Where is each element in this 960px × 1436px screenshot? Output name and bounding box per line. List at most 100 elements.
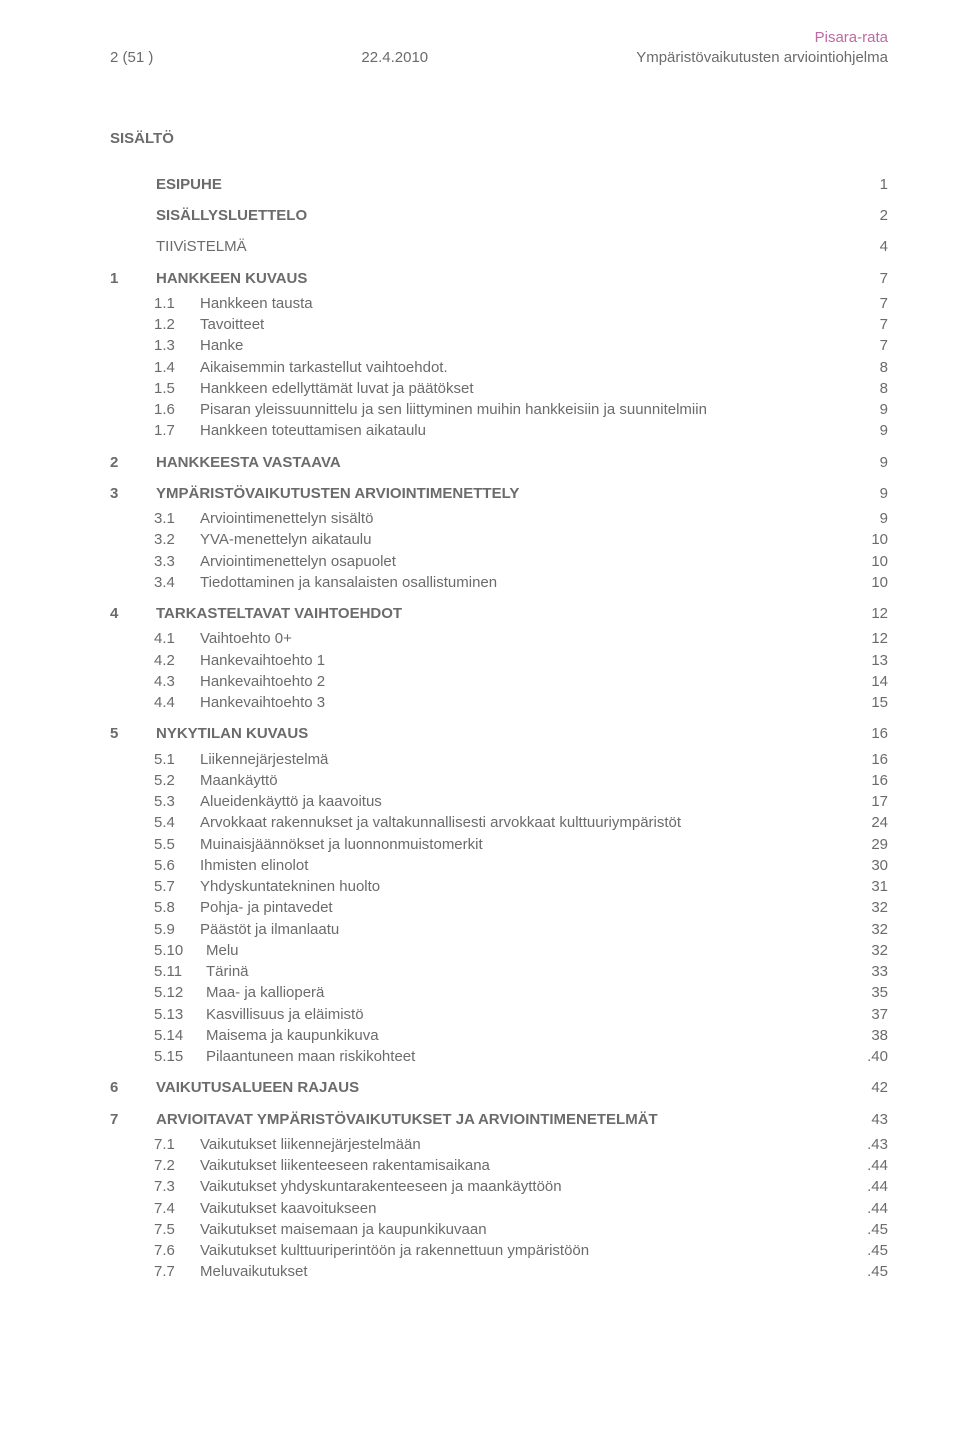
toc-page-number: 43 bbox=[848, 1110, 888, 1130]
toc-number: 7 bbox=[110, 1110, 156, 1130]
toc-number: 7.4 bbox=[154, 1199, 200, 1219]
toc-label: Vaikutukset maisemaan ja kaupunkikuvaan bbox=[200, 1220, 848, 1240]
toc-page-number: .44 bbox=[848, 1199, 888, 1219]
toc-page-number: 10 bbox=[848, 552, 888, 572]
toc-page-number: 9 bbox=[848, 421, 888, 441]
toc-label: Tärinä bbox=[206, 962, 848, 982]
page-container: 2 (51 ) 22.4.2010 Pisara-rata Ympäristöv… bbox=[0, 0, 960, 1436]
spacer bbox=[110, 259, 888, 269]
toc-section-row: 7ARVIOITAVAT YMPÄRISTÖVAIKUTUKSET JA ARV… bbox=[110, 1110, 888, 1130]
toc-page-number: 16 bbox=[848, 771, 888, 791]
spacer bbox=[110, 594, 888, 604]
toc-item-row: 5.7Yhdyskuntatekninen huolto31 bbox=[110, 877, 888, 897]
toc-label: Melu bbox=[206, 941, 848, 961]
toc-label: HANKKEESTA VASTAAVA bbox=[156, 453, 848, 473]
toc-page-number: 1 bbox=[848, 175, 888, 195]
toc-page-number: .44 bbox=[848, 1177, 888, 1197]
toc-number: 4.1 bbox=[154, 629, 200, 649]
toc-item-row: 1.4Aikaisemmin tarkastellut vaihtoehdot.… bbox=[110, 358, 888, 378]
toc-page-number: 15 bbox=[848, 693, 888, 713]
toc-label: Alueidenkäyttö ja kaavoitus bbox=[200, 792, 848, 812]
toc-page-number: 7 bbox=[848, 294, 888, 314]
toc-page-number: 32 bbox=[848, 898, 888, 918]
toc-top-row: SISÄLLYSLUETTELO2 bbox=[110, 206, 888, 226]
toc-item-row: 3.1Arviointimenettelyn sisältö9 bbox=[110, 509, 888, 529]
spacer bbox=[110, 714, 888, 724]
toc-page-number: .45 bbox=[848, 1262, 888, 1282]
toc-item-row: 4.4Hankevaihtoehto 315 bbox=[110, 693, 888, 713]
toc-page-number: .45 bbox=[848, 1220, 888, 1240]
spacer bbox=[110, 1284, 888, 1294]
toc-item-row: 7.3Vaikutukset yhdyskuntarakenteeseen ja… bbox=[110, 1177, 888, 1197]
toc-item-row: 4.1Vaihtoehto 0+12 bbox=[110, 629, 888, 649]
toc-item-row: 5.2Maankäyttö16 bbox=[110, 771, 888, 791]
toc-number: 2 bbox=[110, 453, 156, 473]
toc-item-row: 5.12Maa- ja kallioperä35 bbox=[110, 983, 888, 1003]
toc-number: 3 bbox=[110, 484, 156, 504]
toc-body: ESIPUHE1SISÄLLYSLUETTELO2TIIViSTELMÄ41HA… bbox=[110, 175, 888, 1294]
spacer bbox=[110, 196, 888, 206]
toc-label: Hankkeen toteuttamisen aikataulu bbox=[200, 421, 848, 441]
toc-item-row: 5.3Alueidenkäyttö ja kaavoitus17 bbox=[110, 792, 888, 812]
toc-label: Yhdyskuntatekninen huolto bbox=[200, 877, 848, 897]
toc-item-row: 1.5Hankkeen edellyttämät luvat ja päätök… bbox=[110, 379, 888, 399]
toc-number: 5.4 bbox=[154, 813, 200, 833]
toc-label: Arviointimenettelyn sisältö bbox=[200, 509, 848, 529]
toc-label: HANKKEEN KUVAUS bbox=[156, 269, 848, 289]
toc-page-number: 9 bbox=[848, 484, 888, 504]
toc-number: 1 bbox=[110, 269, 156, 289]
toc-label: Aikaisemmin tarkastellut vaihtoehdot. bbox=[200, 358, 848, 378]
toc-page-number: 9 bbox=[848, 453, 888, 473]
toc-number: 3.3 bbox=[154, 552, 200, 572]
toc-page-number: 16 bbox=[848, 724, 888, 744]
toc-page-number: 4 bbox=[848, 237, 888, 257]
toc-number: 1.3 bbox=[154, 336, 200, 356]
toc-page-number: 37 bbox=[848, 1005, 888, 1025]
header-date: 22.4.2010 bbox=[361, 48, 428, 68]
toc-page-number: 7 bbox=[848, 315, 888, 335]
toc-page-number: 17 bbox=[848, 792, 888, 812]
toc-top-row: TIIViSTELMÄ4 bbox=[110, 237, 888, 257]
toc-page-number: 16 bbox=[848, 750, 888, 770]
toc-label: Vaikutukset liikenteeseen rakentamisaika… bbox=[200, 1156, 848, 1176]
toc-section-row: 2HANKKEESTA VASTAAVA9 bbox=[110, 453, 888, 473]
toc-item-row: 5.10Melu32 bbox=[110, 941, 888, 961]
spacer bbox=[110, 443, 888, 453]
spacer bbox=[110, 1100, 888, 1110]
toc-number: 7.2 bbox=[154, 1156, 200, 1176]
toc-label: YMPÄRISTÖVAIKUTUSTEN ARVIOINTIMENETTELY bbox=[156, 484, 848, 504]
toc-section-row: 3YMPÄRISTÖVAIKUTUSTEN ARVIOINTIMENETTELY… bbox=[110, 484, 888, 504]
toc-number: 5.1 bbox=[154, 750, 200, 770]
toc-number: 5.8 bbox=[154, 898, 200, 918]
toc-page-number: 35 bbox=[848, 983, 888, 1003]
toc-page-number: 29 bbox=[848, 835, 888, 855]
toc-item-row: 5.13Kasvillisuus ja eläimistö37 bbox=[110, 1005, 888, 1025]
toc-label: Muinaisjäännökset ja luonnonmuistomerkit bbox=[200, 835, 848, 855]
toc-number: 3.4 bbox=[154, 573, 200, 593]
toc-label: Hankkeen edellyttämät luvat ja päätökset bbox=[200, 379, 848, 399]
toc-label: Vaihtoehto 0+ bbox=[200, 629, 848, 649]
toc-page-number: 14 bbox=[848, 672, 888, 692]
toc-page-number: 9 bbox=[848, 400, 888, 420]
toc-page-number: 12 bbox=[848, 604, 888, 624]
toc-label: Hanke bbox=[200, 336, 848, 356]
toc-section-row: 4TARKASTELTAVAT VAIHTOEHDOT12 bbox=[110, 604, 888, 624]
toc-number: 5.9 bbox=[154, 920, 200, 940]
toc-number: 1.7 bbox=[154, 421, 200, 441]
toc-number: 5.11 bbox=[154, 962, 206, 982]
toc-page-number: 32 bbox=[848, 941, 888, 961]
toc-item-row: 3.2YVA-menettelyn aikataulu10 bbox=[110, 530, 888, 550]
toc-item-row: 5.4Arvokkaat rakennukset ja valtakunnall… bbox=[110, 813, 888, 833]
toc-number: 1.5 bbox=[154, 379, 200, 399]
toc-number: 5.3 bbox=[154, 792, 200, 812]
toc-item-row: 5.14Maisema ja kaupunkikuva38 bbox=[110, 1026, 888, 1046]
toc-label: ESIPUHE bbox=[156, 175, 848, 195]
toc-item-row: 7.1Vaikutukset liikennejärjestelmään.43 bbox=[110, 1135, 888, 1155]
toc-page-number: 24 bbox=[848, 813, 888, 833]
toc-page-number: .44 bbox=[848, 1156, 888, 1176]
page-header: 2 (51 ) 22.4.2010 Pisara-rata Ympäristöv… bbox=[110, 28, 888, 69]
toc-label: Hankkeen tausta bbox=[200, 294, 848, 314]
toc-page-number: 2 bbox=[848, 206, 888, 226]
toc-number: 5.6 bbox=[154, 856, 200, 876]
toc-page-number: 7 bbox=[848, 336, 888, 356]
